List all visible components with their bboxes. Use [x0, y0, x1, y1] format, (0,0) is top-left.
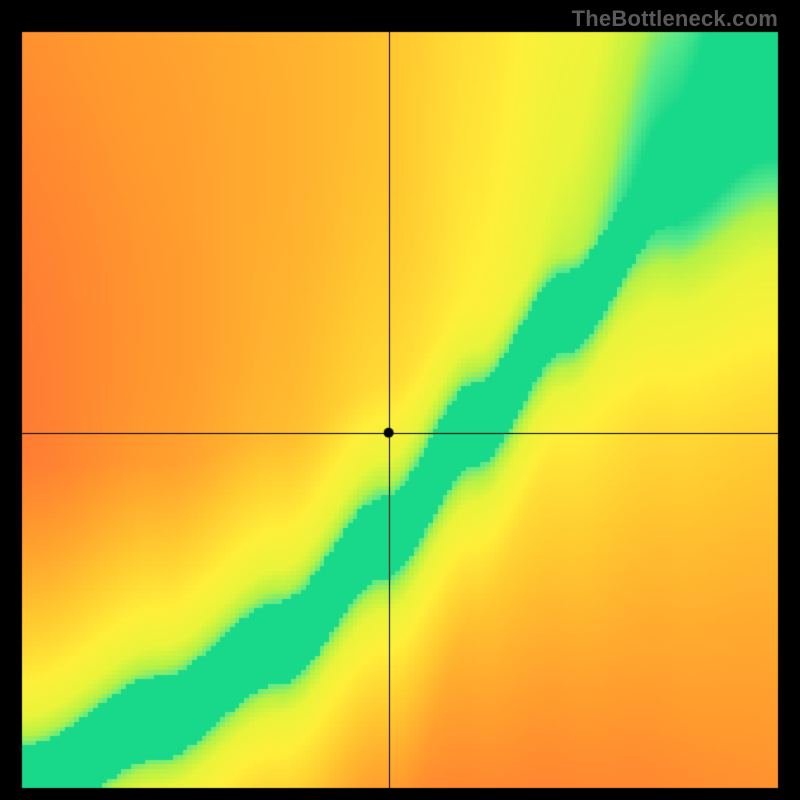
watermark-text: TheBottleneck.com	[572, 6, 778, 32]
heatmap-canvas	[0, 0, 800, 800]
chart-container: TheBottleneck.com	[0, 0, 800, 800]
